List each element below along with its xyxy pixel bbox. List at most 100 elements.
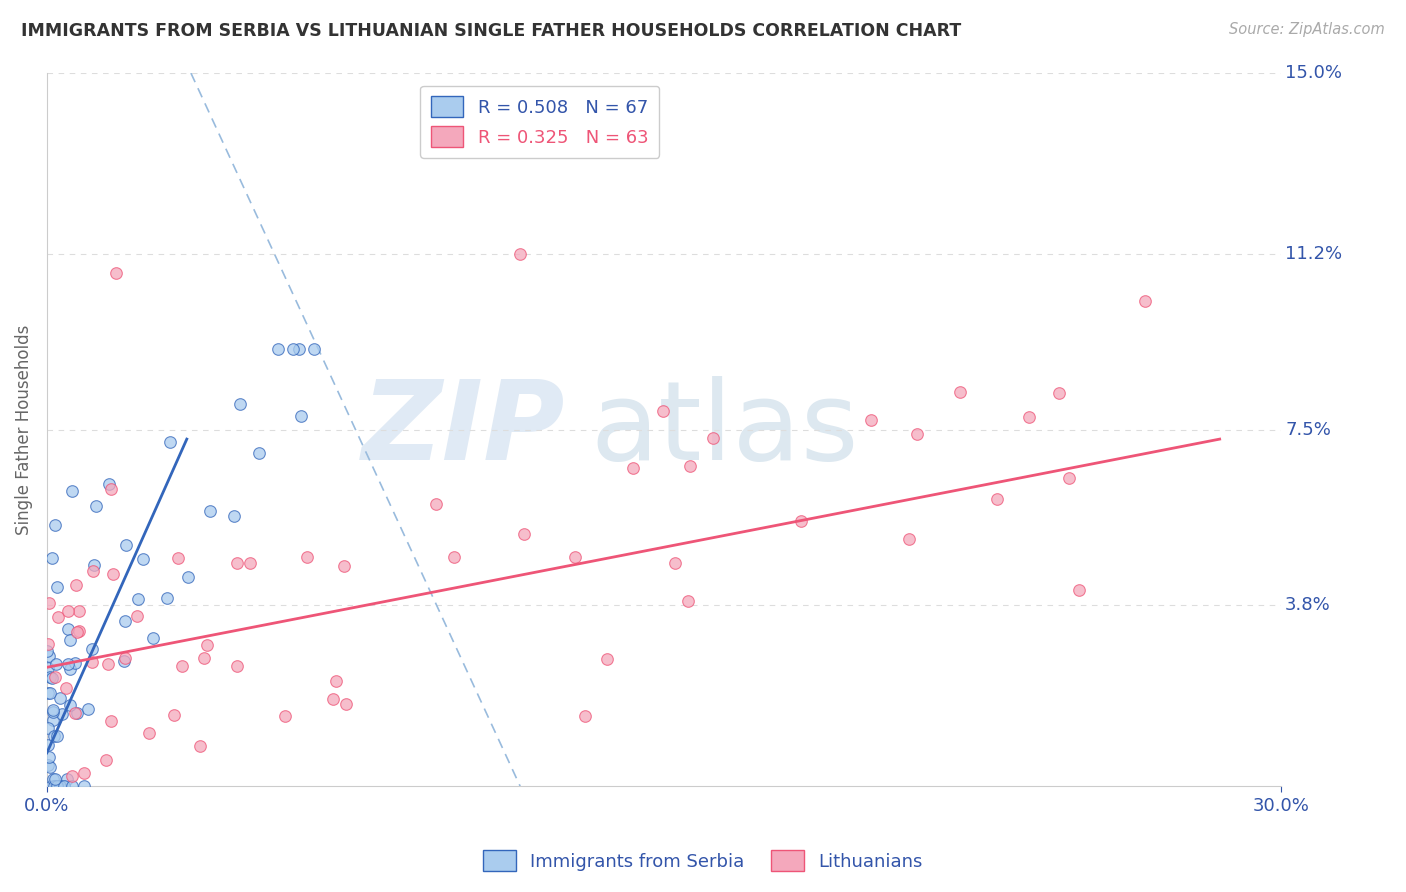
Point <box>65 656 87 670</box>
Point <box>48 779 70 793</box>
Point <box>112 654 135 668</box>
Point <box>63 706 86 721</box>
Point <box>39 760 62 774</box>
Point <box>73 766 96 780</box>
Point <box>290 409 312 423</box>
Point <box>55 681 77 695</box>
Point <box>193 651 215 665</box>
Point <box>949 384 972 399</box>
Point <box>41 772 63 786</box>
Point <box>67 624 90 638</box>
Point <box>39 686 62 700</box>
Y-axis label: Single Father Households: Single Father Households <box>15 325 32 535</box>
Point <box>100 482 122 496</box>
Point <box>986 491 1008 506</box>
Point <box>42 729 65 743</box>
Legend: R = 0.508   N = 67, R = 0.325   N = 63: R = 0.508 N = 67, R = 0.325 N = 63 <box>420 86 659 158</box>
Point <box>564 550 586 565</box>
Point <box>46 609 69 624</box>
Point <box>652 404 675 418</box>
Point <box>60 769 83 783</box>
Point <box>1047 386 1070 401</box>
Point <box>513 527 536 541</box>
Point <box>52 779 75 793</box>
Point <box>425 497 447 511</box>
Point <box>1135 294 1157 309</box>
Point <box>49 779 72 793</box>
Point <box>45 779 67 793</box>
Point <box>59 662 82 676</box>
Point <box>98 476 121 491</box>
Point <box>283 342 305 356</box>
Point <box>125 609 148 624</box>
Point <box>288 342 311 356</box>
Point <box>44 670 66 684</box>
Point <box>302 342 325 356</box>
Point <box>42 714 65 728</box>
Point <box>101 567 124 582</box>
Point <box>42 703 65 717</box>
Point <box>84 499 107 513</box>
Point <box>198 504 221 518</box>
Point <box>1018 410 1040 425</box>
Point <box>274 709 297 723</box>
Point <box>1069 583 1091 598</box>
Text: 7.5%: 7.5% <box>1285 421 1331 439</box>
Point <box>58 657 80 671</box>
Point <box>41 551 63 566</box>
Point <box>73 779 96 793</box>
Point <box>65 578 87 592</box>
Point <box>596 651 619 665</box>
Point <box>229 397 252 411</box>
Point <box>41 779 63 793</box>
Point <box>702 430 724 444</box>
Point <box>195 638 218 652</box>
Text: 15.0%: 15.0% <box>1285 64 1343 82</box>
Point <box>44 779 66 793</box>
Point <box>37 722 59 736</box>
Point <box>1059 470 1081 484</box>
Point <box>905 426 928 441</box>
Point <box>37 661 59 675</box>
Point <box>56 772 79 787</box>
Point <box>188 739 211 753</box>
Point <box>226 556 249 570</box>
Point <box>156 591 179 606</box>
Point <box>44 517 66 532</box>
Point <box>37 637 59 651</box>
Point <box>44 772 66 787</box>
Point <box>897 533 920 547</box>
Point <box>38 750 60 764</box>
Point <box>67 604 90 618</box>
Point <box>226 659 249 673</box>
Point <box>322 692 344 706</box>
Text: 3.8%: 3.8% <box>1285 597 1331 615</box>
Point <box>60 779 83 793</box>
Point <box>37 757 59 772</box>
Point <box>267 342 290 356</box>
Point <box>38 669 60 683</box>
Point <box>679 459 702 474</box>
Point <box>159 435 181 450</box>
Point <box>509 246 531 260</box>
Text: IMMIGRANTS FROM SERBIA VS LITHUANIAN SINGLE FATHER HOUSEHOLDS CORRELATION CHART: IMMIGRANTS FROM SERBIA VS LITHUANIAN SIN… <box>21 22 962 40</box>
Text: atlas: atlas <box>591 376 859 483</box>
Point <box>333 558 356 573</box>
Point <box>45 729 67 743</box>
Legend: Immigrants from Serbia, Lithuanians: Immigrants from Serbia, Lithuanians <box>477 843 929 879</box>
Point <box>295 550 318 565</box>
Point <box>621 461 644 475</box>
Point <box>222 509 245 524</box>
Point <box>52 779 75 793</box>
Point <box>443 549 465 564</box>
Point <box>162 707 184 722</box>
Text: 11.2%: 11.2% <box>1285 244 1343 263</box>
Point <box>56 604 79 618</box>
Point <box>77 702 100 716</box>
Point <box>82 642 104 657</box>
Point <box>104 266 127 280</box>
Point <box>83 558 105 572</box>
Point <box>676 594 699 608</box>
Point <box>38 596 60 610</box>
Point <box>114 615 136 629</box>
